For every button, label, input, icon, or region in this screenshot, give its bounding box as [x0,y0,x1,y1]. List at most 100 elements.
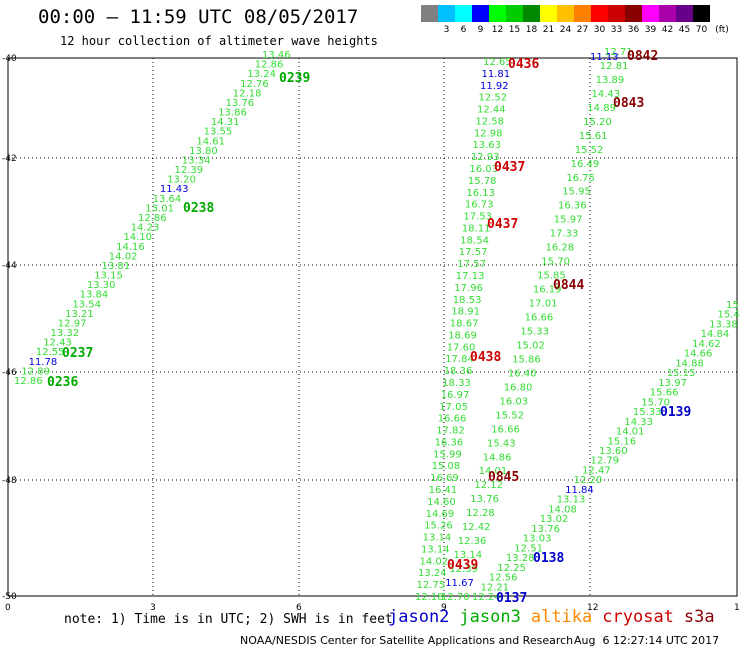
wave-height-value: 16.66 [491,424,520,435]
satellite-s3a-label: s3a [683,607,715,627]
wave-height-value: 14.23 [131,223,160,234]
pass-time-label: 0237 [62,346,93,361]
legend-swatch [693,5,710,22]
legend-swatch [472,5,489,22]
wave-height-value: 18.91 [451,307,480,318]
wave-height-value: 13.01 [145,203,174,214]
legend-label: 70 [695,25,708,35]
wave-height-value: 13.32 [51,328,80,339]
legend-label: 45 [678,25,691,35]
wave-height-value: 12.12 [474,480,503,491]
wave-height-value: 13.60 [599,446,628,457]
wave-height-value: 12.42 [462,522,491,533]
wave-height-value: 16.03 [469,164,498,175]
legend-swatch [608,5,625,22]
pass-time-label: 0139 [660,405,691,420]
wave-height-value: 13.30 [87,280,116,291]
wave-height-value: 15.99 [433,449,462,460]
wave-height-value: 13.14 [423,533,452,544]
wave-height-value: 14.08 [548,504,577,515]
pass-time-label: 0138 [533,551,564,566]
satellite-cryosat-label: cryosat [602,607,674,627]
wave-height-value: 15.52 [575,145,604,156]
wave-height-value: 15.97 [554,215,583,226]
y-tick-label: -42 [2,154,17,164]
legend-swatch [438,5,455,22]
wave-height-value: 17.33 [550,229,579,240]
wave-height-value: 15.16 [608,436,637,447]
wave-height-value: 15.02 [516,341,545,352]
wave-height-value: 12.86 [255,60,284,71]
y-tick-label: -48 [2,476,17,486]
wave-height-value: 16.36 [558,201,587,212]
wave-height-value: 11.67 [445,578,474,589]
wave-height-value: 12.51 [514,543,543,554]
wave-height-value: 12.65 [483,57,512,68]
satellite-jason2-label: jason2 [388,607,450,627]
pass-time-label: 0844 [553,278,584,293]
wave-height-value: 17.01 [529,299,558,310]
pass-time-label: 0436 [508,57,539,72]
pass-time-label: 0239 [279,71,310,86]
wave-height-value: 12.39 [175,165,204,176]
legend-swatch [421,5,438,22]
wave-height-value: 14.62 [692,339,721,350]
credit-text: NOAA/NESDIS Center for Satellite Applica… [240,634,574,647]
wave-height-value: 12.18 [415,592,444,603]
wave-height-value: 17.82 [436,426,465,437]
wave-height-value: 15.43 [487,438,516,449]
wave-height-value: 11.43 [160,184,189,195]
wave-height-value: 15.70 [541,257,570,268]
wave-height-value: 16.75 [566,173,595,184]
wave-height-value: 12.70 [441,592,470,603]
legend-label: 36 [627,25,640,35]
wave-height-value: 13.86 [218,108,247,119]
pass-time-label: 0137 [496,591,527,606]
wave-height-value: 12.86 [14,376,43,387]
pass-time-label: 0437 [487,217,518,232]
wave-height-value: 14.88 [675,358,704,369]
wave-height-value: 12.39 [449,564,478,575]
wave-height-value: 11.13 [590,52,619,63]
wave-height-value: 14.16 [116,242,145,253]
x-tick-label: 15 [734,603,740,613]
wave-height-value: 13.81 [102,261,131,272]
wave-height-value: 13.64 [153,194,182,205]
y-tick-label: -40 [2,54,17,64]
wave-height-value: 12.58 [475,116,504,127]
wave-height-value: 12.25 [497,563,526,574]
wave-height-value: 15.66 [650,388,679,399]
timestamp-text: Aug 6 12:27:14 UTC 2017 [574,634,720,647]
wave-height-value: 11.78 [29,357,58,368]
pass-time-label: 0438 [470,350,501,365]
wave-height-value: 15.33 [633,407,662,418]
x-tick-label: 12 [587,603,598,613]
wave-height-value: 15.20 [583,117,612,128]
legend-swatch [625,5,642,22]
wave-height-value: 16.41 [429,485,458,496]
wave-height-value: 11.84 [565,485,594,496]
wave-height-value: 13.24 [418,568,447,579]
wave-height-value: 15.52 [495,410,524,421]
wave-height-value: 14.02 [109,251,138,262]
legend-label: 33 [610,25,623,35]
wave-height-value: 17.96 [454,283,483,294]
wave-height-value: 14.60 [427,497,456,508]
legend-swatch [455,5,472,22]
wave-height-value: 14.43 [592,89,621,100]
wave-height-value: 15.61 [579,131,608,142]
wave-height-value: 14.61 [196,136,225,147]
wave-height-value: 13.97 [658,378,687,389]
map-frame [7,57,738,597]
wave-height-value: 15.33 [520,327,549,338]
legend-swatch [676,5,693,22]
wave-height-value: 14.01 [479,466,508,477]
wave-height-value: 13.24 [247,69,276,80]
wave-height-value: 17.84 [445,354,474,365]
wave-height-value: 15.15 [667,368,696,379]
wave-height-value: 14.02 [420,556,449,567]
wave-height-value: 14.01 [616,427,645,438]
legend-label: 27 [576,25,589,35]
pass-time-label: 0439 [447,558,478,573]
wave-height-value: 16.73 [465,200,494,211]
